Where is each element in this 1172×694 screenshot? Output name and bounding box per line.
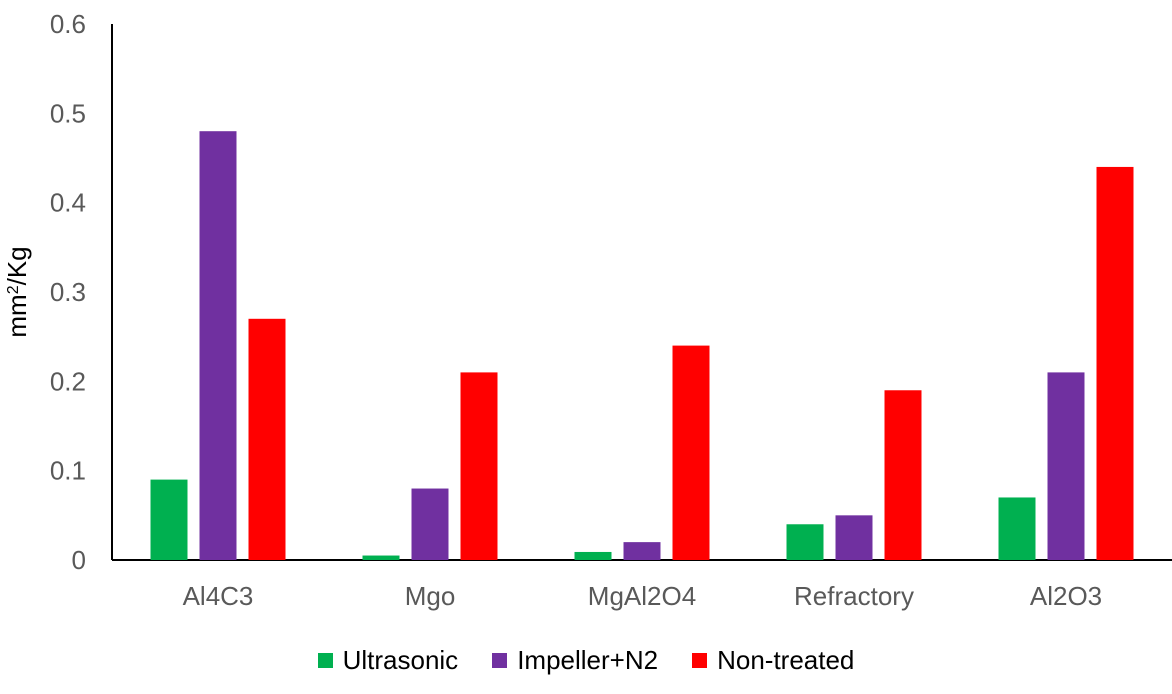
x-tick-label: Al2O3	[1030, 581, 1102, 611]
legend-label-ultrasonic: Ultrasonic	[342, 644, 459, 675]
y-tick-label: 0.2	[50, 366, 86, 396]
bar-ultrasonic-al4c3	[150, 479, 188, 560]
bar-chart: 0 0.1 0.2 0.3 0.4 0.5 0.6 Al4C3 Mgo MgAl2O4 Refra…	[2, 9, 1172, 611]
bar-ultrasonic-al2o3	[998, 497, 1036, 560]
bar-impeller-n2-mgo	[411, 488, 449, 560]
y-tick-label: 0	[72, 545, 86, 575]
bar-impeller-n2-al2o3	[1047, 372, 1085, 560]
legend-swatch-non-treated	[692, 652, 708, 668]
y-tick-label: 0.1	[50, 456, 86, 486]
legend-label-non-treated: Non-treated	[717, 644, 855, 675]
legend-swatch-impeller	[492, 652, 508, 668]
legend: Ultrasonic Impeller+N2 Non-treated	[0, 640, 1172, 680]
x-tick-label: Mgo	[405, 581, 456, 611]
legend-swatch-ultrasonic	[317, 652, 333, 668]
bar-non-treated-mgal2o4	[672, 345, 710, 560]
legend-item-ultrasonic: Ultrasonic	[317, 644, 459, 676]
y-tick-label: 0.5	[50, 98, 86, 128]
x-axis: Al4C3 Mgo MgAl2O4 Refractory Al2O3	[112, 559, 1172, 611]
bar-non-treated-al2o3	[1096, 166, 1134, 560]
y-tick-label: 0.3	[50, 277, 86, 307]
bar-impeller-n2-refractory	[835, 515, 873, 560]
bar-ultrasonic-refractory	[786, 524, 824, 560]
legend-label-impeller: Impeller+N2	[517, 644, 659, 675]
bar-non-treated-al4c3	[248, 318, 286, 560]
bar-non-treated-mgo	[460, 372, 498, 560]
y-axis-label: mm2/Kg	[2, 246, 32, 337]
x-tick-label: MgAl2O4	[588, 581, 696, 611]
legend-item-non-treated: Non-treated	[692, 645, 854, 676]
x-tick-label: Al4C3	[183, 581, 254, 611]
bar-impeller-n2-al4c3	[199, 131, 237, 560]
bar-impeller-n2-mgal2o4	[623, 542, 661, 560]
x-tick-label: Refractory	[794, 581, 914, 611]
bars	[150, 131, 1134, 560]
y-tick-label: 0.4	[50, 188, 86, 218]
bar-ultrasonic-mgo	[362, 555, 400, 560]
legend-item-impeller: Impeller+N2	[492, 645, 658, 676]
y-tick-label: 0.6	[50, 9, 86, 39]
y-axis: 0 0.1 0.2 0.3 0.4 0.5 0.6	[50, 9, 113, 575]
bar-ultrasonic-mgal2o4	[574, 551, 612, 560]
bar-non-treated-refractory	[884, 390, 922, 560]
